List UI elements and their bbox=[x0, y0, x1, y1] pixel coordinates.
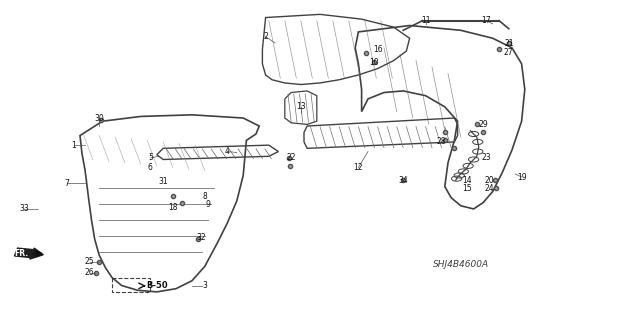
Text: 24: 24 bbox=[484, 184, 495, 193]
Text: SHJ4B4600A: SHJ4B4600A bbox=[433, 260, 489, 269]
Text: 30: 30 bbox=[94, 114, 104, 122]
Text: 3: 3 bbox=[202, 281, 207, 290]
Text: 16: 16 bbox=[372, 45, 383, 54]
Text: 2: 2 bbox=[263, 32, 268, 41]
Text: 28: 28 bbox=[437, 137, 446, 146]
Text: 18: 18 bbox=[168, 203, 177, 212]
Text: 12: 12 bbox=[354, 163, 363, 172]
Text: 1: 1 bbox=[71, 141, 76, 150]
Text: 31: 31 bbox=[158, 177, 168, 186]
Text: 32: 32 bbox=[196, 233, 207, 242]
Text: 9: 9 bbox=[205, 200, 211, 209]
Text: 22: 22 bbox=[287, 153, 296, 162]
Text: 29: 29 bbox=[478, 120, 488, 129]
Text: 26: 26 bbox=[84, 268, 95, 277]
Text: 10: 10 bbox=[369, 58, 380, 67]
Text: 13: 13 bbox=[296, 102, 306, 111]
Text: 23: 23 bbox=[481, 153, 492, 162]
FancyArrow shape bbox=[15, 248, 44, 259]
Text: 8: 8 bbox=[202, 192, 207, 201]
Text: 15: 15 bbox=[462, 184, 472, 193]
Text: 33: 33 bbox=[19, 204, 29, 213]
Bar bbox=[112, 278, 150, 292]
Text: B-50: B-50 bbox=[146, 281, 168, 290]
Text: 34: 34 bbox=[398, 176, 408, 185]
Text: FR.: FR. bbox=[15, 249, 29, 258]
Text: 20: 20 bbox=[484, 176, 495, 185]
Text: 19: 19 bbox=[516, 173, 527, 182]
Text: 7: 7 bbox=[65, 179, 70, 188]
Text: 14: 14 bbox=[462, 176, 472, 185]
Text: 5: 5 bbox=[148, 153, 153, 162]
Text: 4: 4 bbox=[225, 147, 230, 156]
Text: 27: 27 bbox=[504, 48, 514, 57]
Text: 25: 25 bbox=[84, 257, 95, 266]
Text: 11: 11 bbox=[421, 16, 430, 25]
Text: 21: 21 bbox=[504, 39, 513, 48]
Text: 17: 17 bbox=[481, 16, 492, 25]
Text: 6: 6 bbox=[148, 163, 153, 172]
